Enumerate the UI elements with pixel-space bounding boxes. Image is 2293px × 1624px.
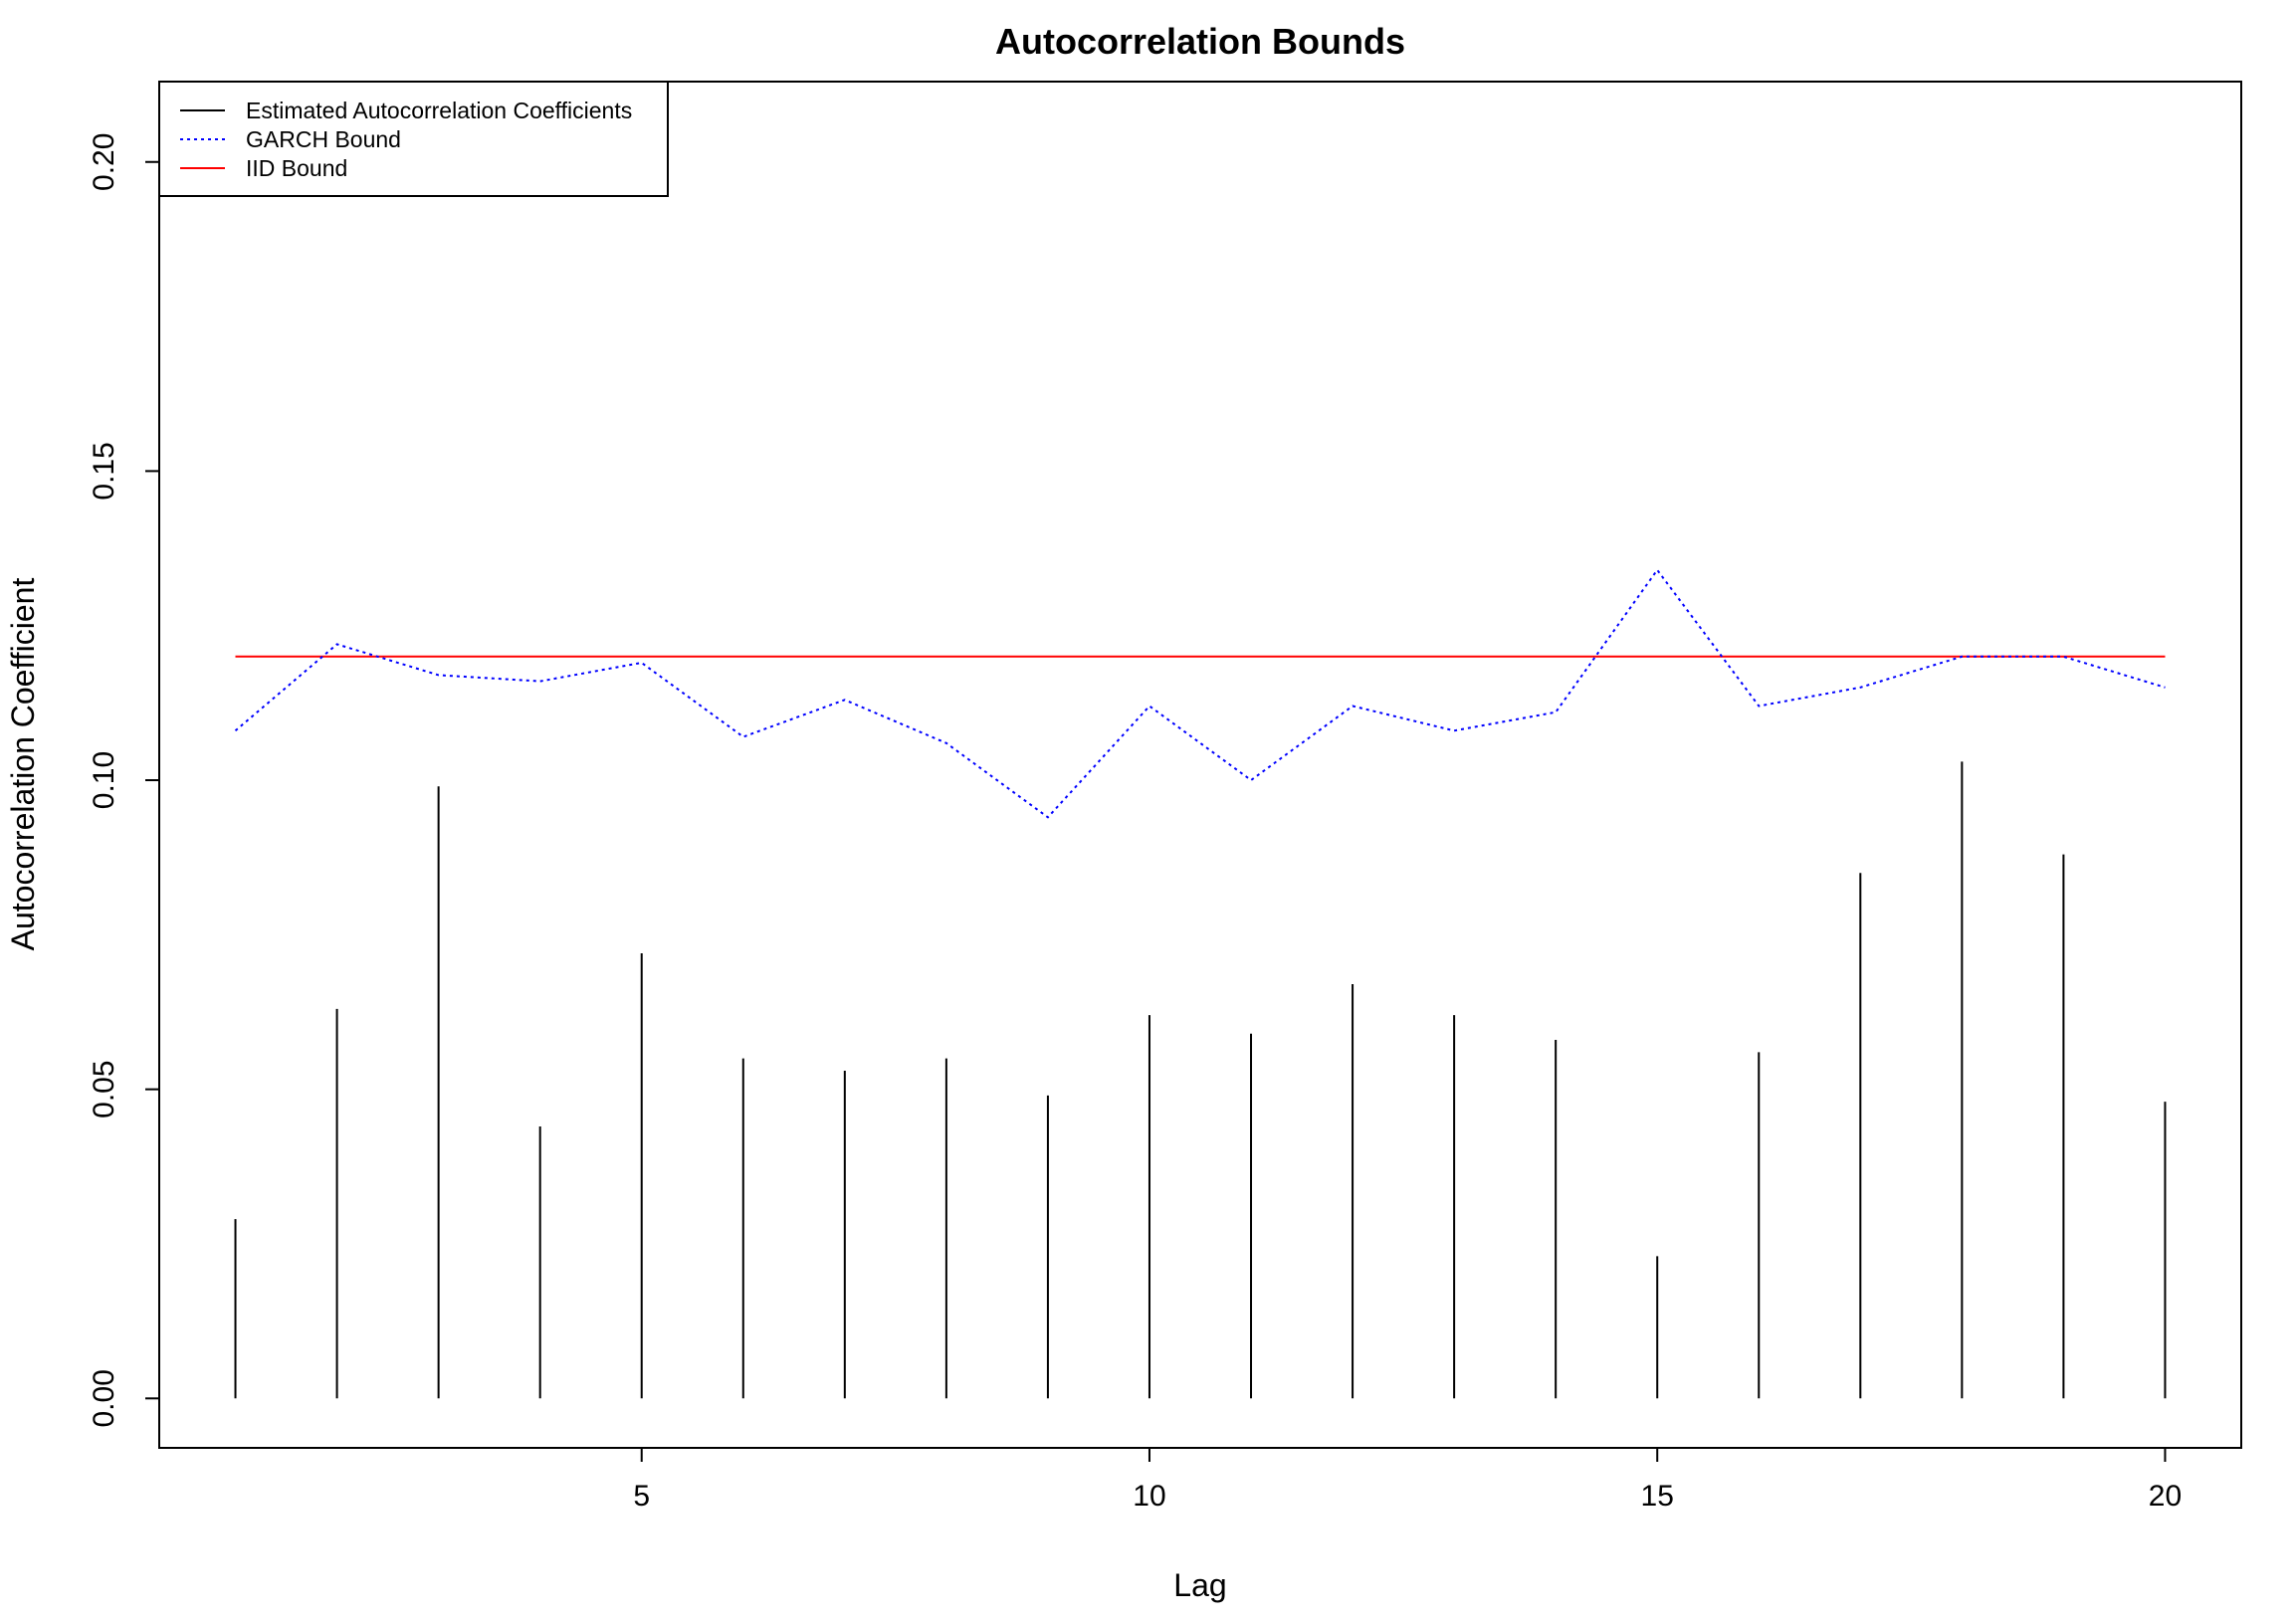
- x-axis: 5 10 15 20: [633, 1447, 2182, 1513]
- chart-title: Autocorrelation Bounds: [995, 21, 1405, 62]
- y-axis: 0.00 0.05 0.10 0.15 0.20: [88, 133, 159, 1427]
- autocorrelation-spikes: [234, 761, 2167, 1399]
- x-tick-label: 20: [2149, 1480, 2182, 1513]
- y-tick-label: 0.20: [88, 133, 120, 191]
- legend-box: [158, 81, 669, 197]
- x-tick-label: 10: [1133, 1480, 1165, 1513]
- legend-label-iid: IID Bound: [246, 155, 347, 181]
- legend: Estimated Autocorrelation Coefficients G…: [158, 81, 669, 197]
- legend-label-estimated: Estimated Autocorrelation Coefficients: [246, 98, 632, 123]
- y-tick-label: 0.00: [88, 1369, 120, 1427]
- x-axis-label: Lag: [1173, 1567, 1226, 1603]
- y-axis-label: Autocorrelation Coefficient: [5, 578, 41, 951]
- bound-lines: [234, 568, 2166, 819]
- y-tick-label: 0.05: [88, 1060, 120, 1117]
- x-tick-label: 15: [1641, 1480, 1674, 1513]
- y-tick-label: 0.15: [88, 442, 120, 500]
- y-tick-label: 0.10: [88, 751, 120, 809]
- legend-label-garch: GARCH Bound: [246, 126, 401, 152]
- x-tick-label: 5: [633, 1480, 650, 1513]
